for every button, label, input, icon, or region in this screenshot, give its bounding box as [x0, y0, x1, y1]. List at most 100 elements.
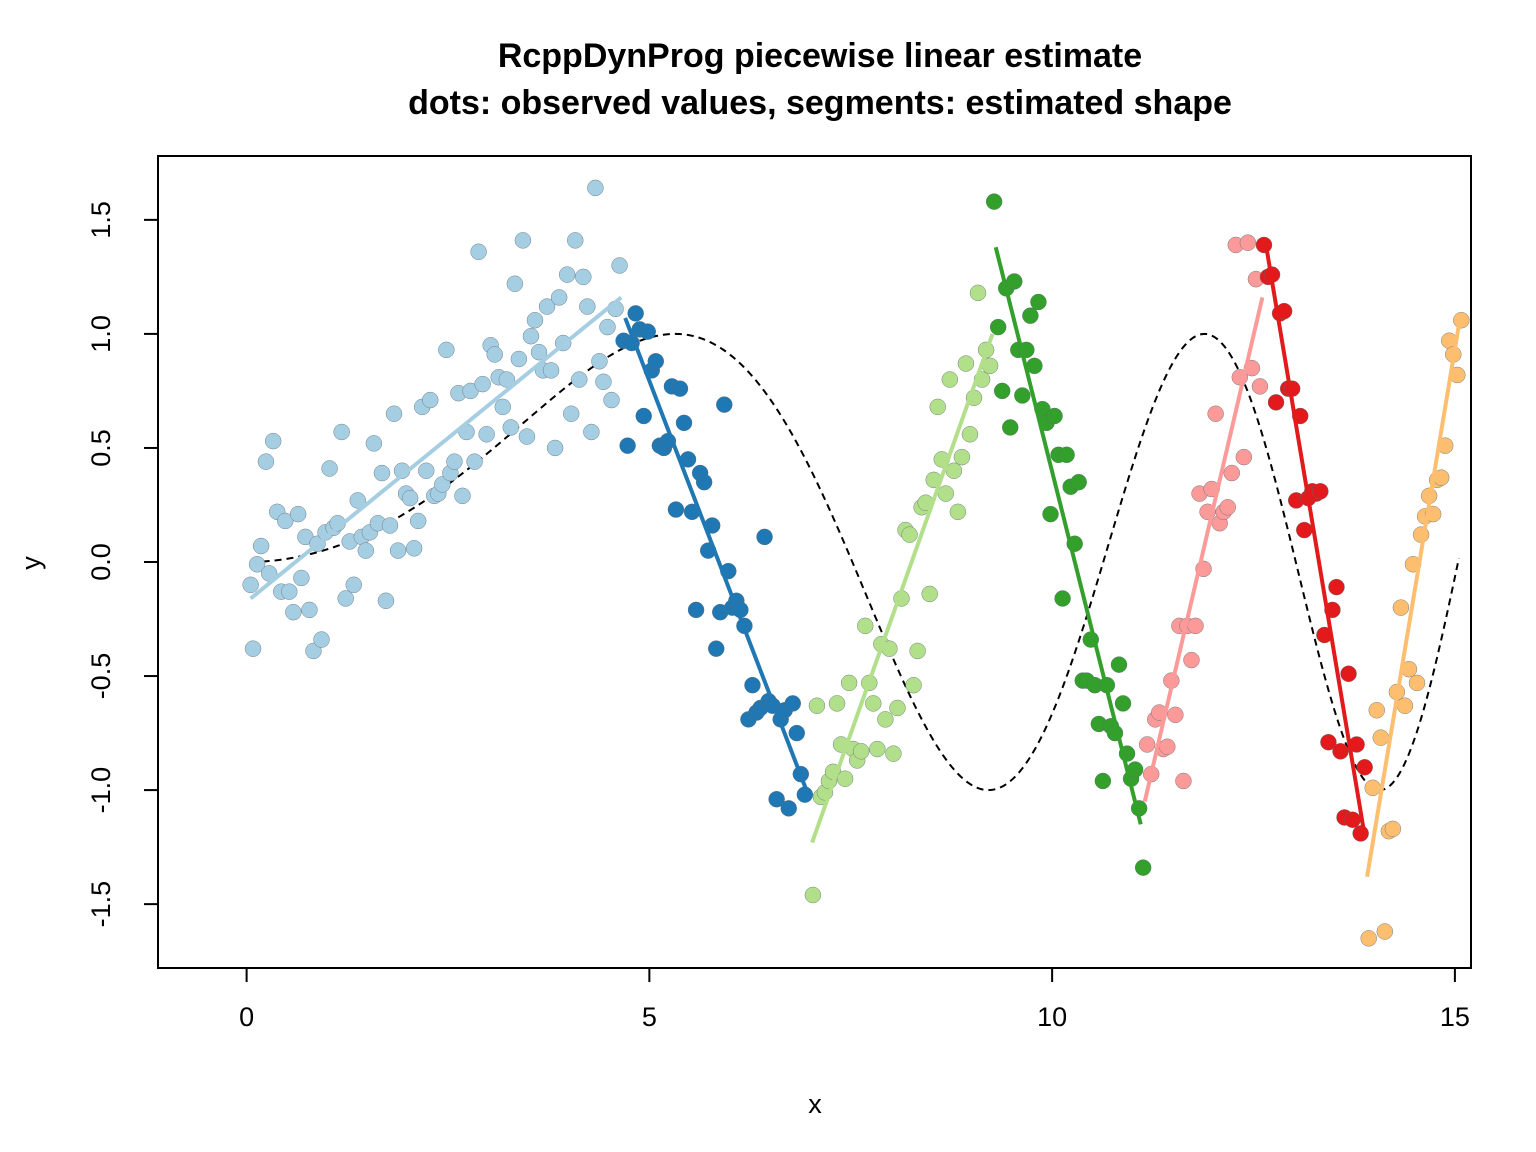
- data-point-1-87: [587, 179, 604, 197]
- data-point-1-10: [277, 512, 294, 530]
- data-point-3-17: [869, 740, 886, 758]
- data-point-6-4: [1267, 394, 1285, 411]
- data-point-1-24: [333, 423, 350, 441]
- data-point-3-38: [953, 448, 971, 466]
- data-point-1-5: [257, 453, 275, 470]
- data-point-1-59: [474, 375, 491, 393]
- data-point-4-3: [993, 382, 1011, 400]
- data-point-1-42: [405, 540, 423, 557]
- y-tick-label--0.5: -0.5: [86, 653, 116, 700]
- x-axis-label: x: [808, 1089, 822, 1119]
- fit-segment-1: [249, 295, 623, 601]
- data-point-1-12: [285, 603, 302, 621]
- data-point-7-13: [1408, 674, 1426, 692]
- data-point-1-65: [498, 371, 515, 388]
- data-point-1-14: [293, 569, 310, 587]
- data-point-4-16: [1046, 407, 1063, 425]
- data-point-3-1: [804, 886, 822, 904]
- data-point-1-27: [345, 576, 362, 594]
- data-point-5-22: [1223, 464, 1240, 482]
- data-point-4-8: [1014, 387, 1031, 404]
- data-point-3-2: [808, 697, 826, 714]
- data-point-2-2: [619, 437, 636, 454]
- data-point-1-28: [349, 492, 366, 509]
- data-point-1-1: [242, 576, 259, 594]
- y-axis-label: y: [16, 556, 46, 570]
- data-point-2-24: [708, 640, 725, 657]
- data-point-1-89: [595, 373, 612, 391]
- data-point-7-24: [1453, 312, 1470, 329]
- data-point-7-4: [1372, 729, 1389, 746]
- data-point-3-25: [901, 526, 918, 543]
- data-point-7-3: [1368, 702, 1385, 719]
- data-point-1-72: [526, 312, 544, 329]
- data-point-1-46: [422, 391, 439, 409]
- x-tick-label-5: 5: [642, 1002, 657, 1032]
- data-point-1-78: [550, 289, 568, 306]
- data-point-6-20: [1332, 743, 1349, 760]
- data-point-2-33: [744, 676, 761, 694]
- data-point-1-35: [377, 592, 395, 609]
- data-point-1-30: [357, 542, 375, 559]
- data-point-2-36: [756, 528, 773, 546]
- data-point-1-84: [575, 268, 592, 286]
- data-point-3-21: [885, 745, 902, 762]
- data-point-4-10: [1022, 307, 1039, 324]
- data-point-1-2: [244, 640, 262, 657]
- data-point-5-13: [1187, 617, 1204, 635]
- data-point-3-14: [857, 617, 874, 635]
- data-point-1-90: [599, 318, 616, 336]
- data-point-7-10: [1396, 697, 1414, 714]
- data-point-5-10: [1175, 772, 1192, 790]
- y-tick-label-1.0: 1.0: [86, 315, 116, 353]
- data-point-1-32: [365, 435, 383, 452]
- y-tick-label--1.0: -1.0: [86, 767, 116, 814]
- data-point-1-85: [579, 298, 596, 315]
- data-point-2-14: [667, 501, 685, 518]
- data-point-3-35: [941, 371, 959, 388]
- reference-curve: [250, 332, 1460, 792]
- data-point-1-88: [591, 353, 608, 370]
- data-point-5-26: [1239, 234, 1257, 251]
- data-point-5-1: [1138, 736, 1156, 753]
- data-point-4-2: [989, 318, 1007, 336]
- data-point-2-6: [635, 407, 652, 425]
- data-point-1-7: [264, 432, 282, 450]
- data-point-1-16: [301, 601, 318, 619]
- fit-segment-5: [1142, 296, 1265, 802]
- data-point-1-81: [563, 405, 580, 422]
- data-point-3-10: [840, 674, 858, 692]
- data-point-6-15: [1312, 483, 1329, 500]
- data-point-2-42: [780, 800, 797, 817]
- data-point-2-9: [647, 353, 665, 370]
- data-point-1-82: [567, 232, 584, 249]
- data-point-3-34: [937, 485, 954, 502]
- data-point-2-7: [639, 323, 656, 340]
- data-point-1-19: [313, 631, 330, 648]
- data-point-1-21: [321, 460, 338, 477]
- data-point-6-26: [1356, 759, 1373, 776]
- data-point-4-32: [1110, 656, 1128, 673]
- data-point-1-11: [281, 583, 298, 600]
- data-point-1-54: [454, 487, 471, 505]
- data-point-1-93: [611, 257, 628, 274]
- data-point-1-71: [522, 327, 540, 345]
- data-point-2-44: [788, 724, 805, 742]
- data-point-3-13: [853, 743, 870, 760]
- fit-segment-7: [1365, 324, 1461, 878]
- data-point-3-40: [961, 426, 979, 443]
- data-point-2-16: [675, 414, 693, 432]
- data-point-4-5: [1002, 419, 1019, 436]
- data-point-4-33: [1114, 695, 1132, 712]
- data-point-1-60: [478, 426, 495, 443]
- data-point-3-30: [921, 585, 938, 603]
- data-point-1-57: [466, 453, 483, 470]
- data-point-1-62: [486, 346, 503, 363]
- y-tick-label-0.5: 0.5: [86, 429, 116, 467]
- data-point-4-12: [1030, 293, 1047, 311]
- data-point-1-37: [385, 405, 403, 422]
- data-point-1-67: [506, 275, 524, 292]
- data-point-7-9: [1392, 599, 1410, 616]
- data-point-4-38: [1134, 859, 1152, 876]
